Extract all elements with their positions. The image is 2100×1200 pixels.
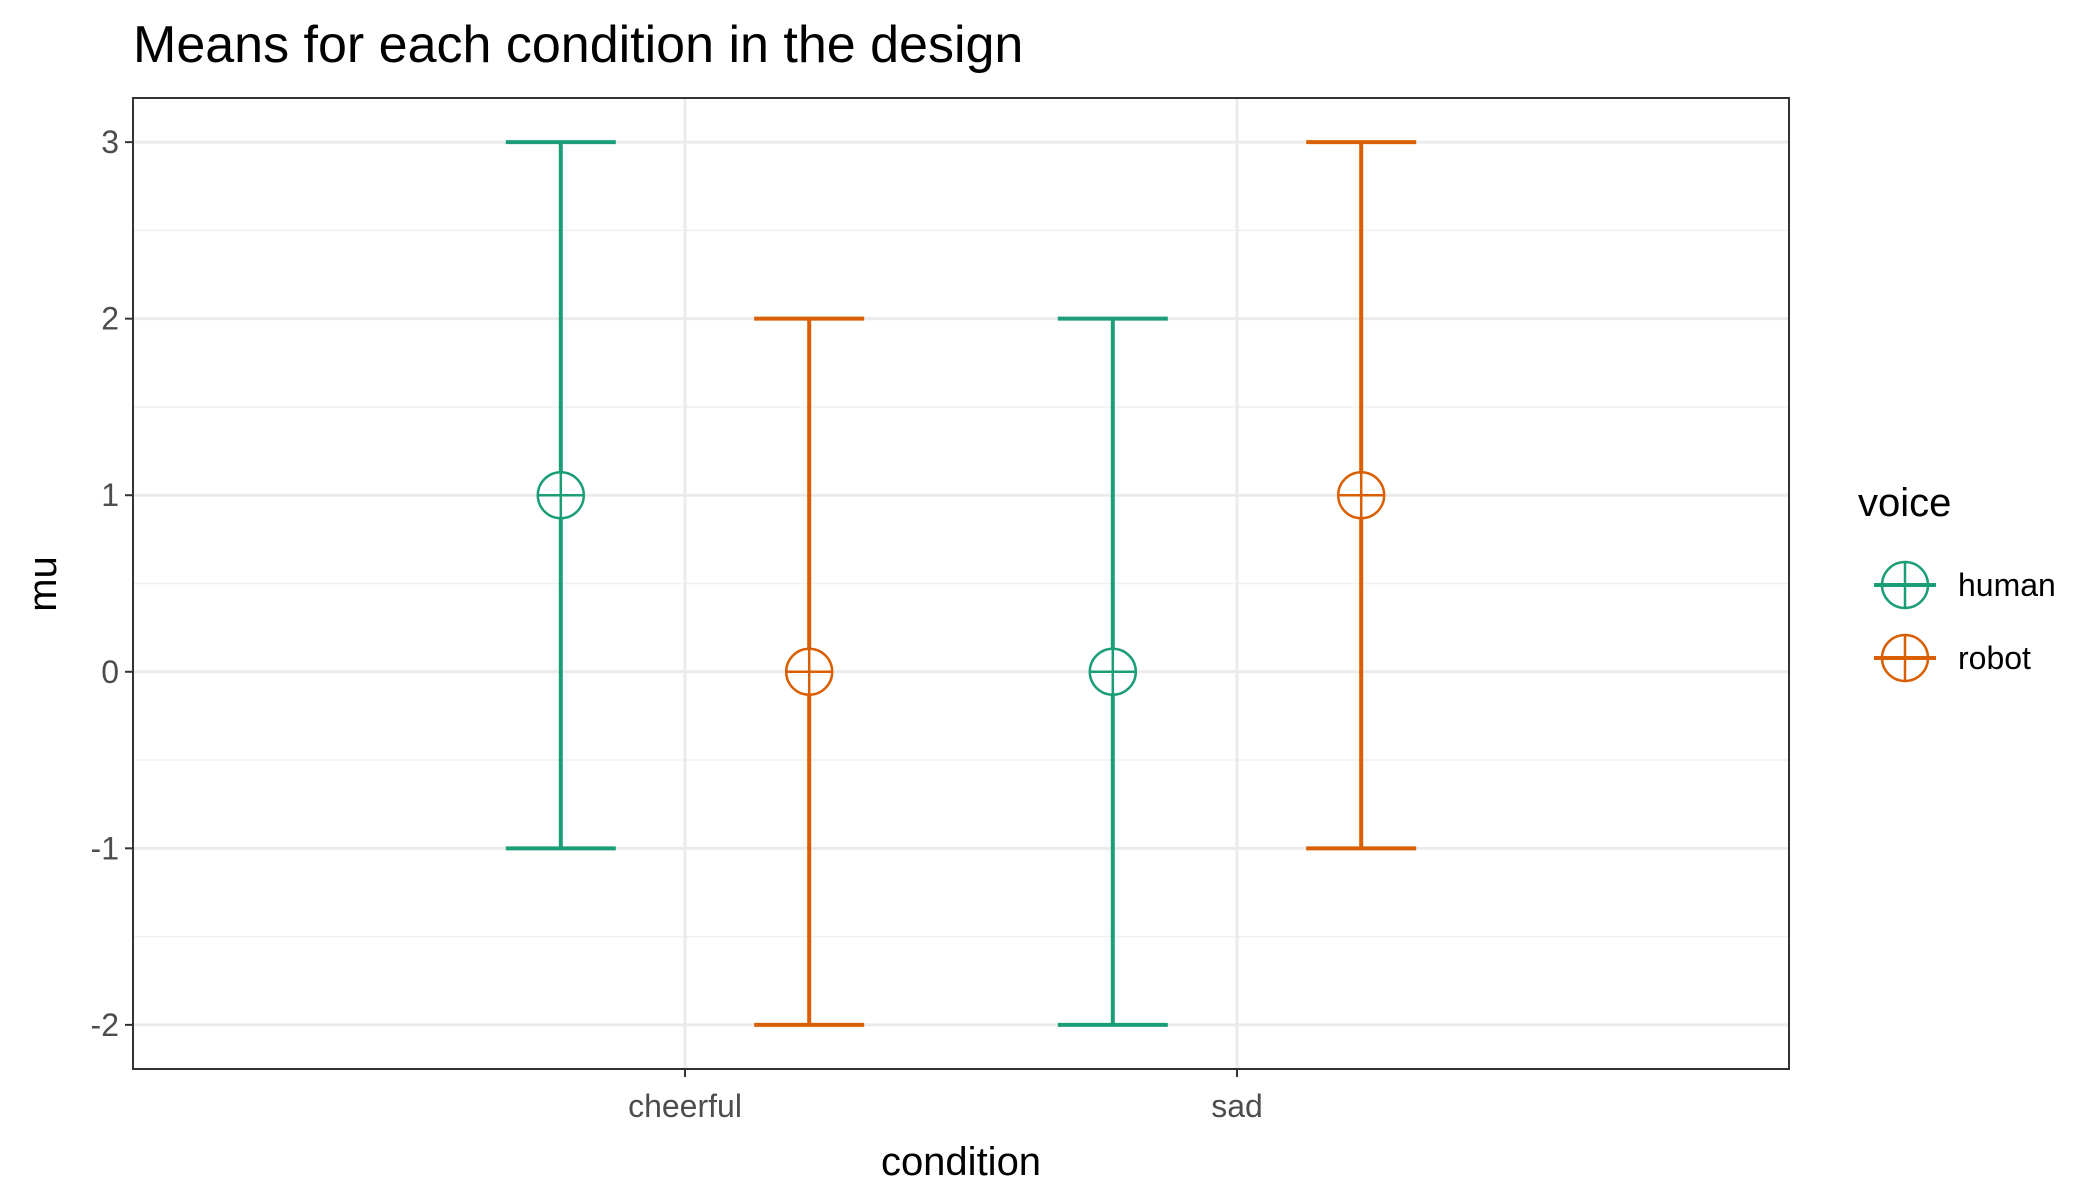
y-axis: -2 -1 0 1 2 3 xyxy=(91,124,133,1043)
x-axis-title: condition xyxy=(881,1140,1041,1184)
x-axis: cheerful sad xyxy=(628,1069,1263,1124)
y-axis-title: mu xyxy=(21,556,65,612)
y-tick-label: 0 xyxy=(101,654,119,690)
y-tick-label: 3 xyxy=(101,124,119,160)
legend-title: voice xyxy=(1858,481,1951,525)
legend: voice human robot xyxy=(1858,481,2056,683)
point-robot-cheerful xyxy=(784,647,834,697)
point-human-sad xyxy=(1088,647,1138,697)
y-tick-label: 2 xyxy=(101,301,119,337)
plot-panel xyxy=(132,97,1790,1070)
x-tick-label: cheerful xyxy=(628,1088,742,1124)
panel-border xyxy=(132,97,1790,1070)
grid-lines xyxy=(133,98,1789,1069)
legend-key-robot xyxy=(1874,633,1936,683)
x-tick-label: sad xyxy=(1211,1088,1263,1124)
legend-label-robot: robot xyxy=(1958,640,2031,676)
y-tick-label: 1 xyxy=(101,477,119,513)
legend-key-human xyxy=(1874,560,1936,610)
chart-marks xyxy=(505,140,1417,1027)
point-robot-sad xyxy=(1336,470,1386,520)
legend-label-human: human xyxy=(1958,567,2056,603)
y-tick-label: -1 xyxy=(91,830,119,866)
point-human-cheerful xyxy=(536,470,586,520)
y-tick-label: -2 xyxy=(91,1007,119,1043)
chart-title: Means for each condition in the design xyxy=(133,16,1023,74)
